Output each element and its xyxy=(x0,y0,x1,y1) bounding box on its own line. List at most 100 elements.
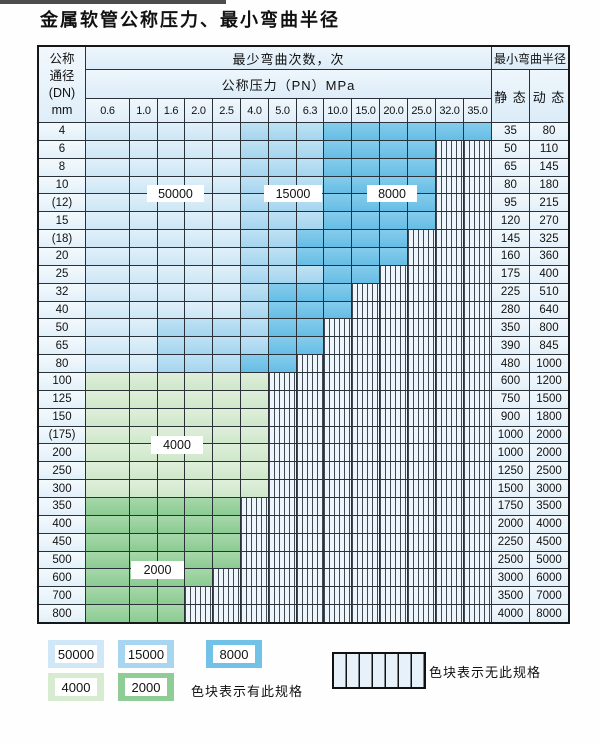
grid-cell-hx xyxy=(464,587,491,605)
grid-cell-hx xyxy=(269,444,296,462)
grid-cell-hx xyxy=(380,337,407,355)
dynamic-radius-cell: 145 xyxy=(530,158,568,176)
grid-cell-hx xyxy=(436,569,463,587)
grid-cell-c50 xyxy=(86,212,129,230)
header-dn-line3: (DN) xyxy=(48,85,76,100)
grid-cell-hx xyxy=(464,569,491,587)
grid-cell-hx xyxy=(464,283,491,301)
grid-cell-c8 xyxy=(324,248,351,265)
grid-cell-c15 xyxy=(241,319,268,337)
dynamic-radius-cell: 180 xyxy=(530,176,568,194)
grid-cell-c50 xyxy=(213,283,240,301)
grid-cell-c50 xyxy=(185,265,212,283)
scan-artifact-strip xyxy=(0,0,226,4)
grid-cell-c15 xyxy=(269,265,296,283)
grid-cell-c50 xyxy=(213,248,240,265)
dn-cell: 150 xyxy=(39,408,85,426)
grid-cell-hx xyxy=(269,408,296,426)
static-radius-cell: 175 xyxy=(492,265,529,283)
grid-cell-hx xyxy=(352,462,379,480)
grid-cell-hx xyxy=(464,498,491,515)
grid-cell-g2 xyxy=(130,498,157,515)
dynamic-radius-cell: 3500 xyxy=(530,498,568,515)
grid-cell-g2 xyxy=(86,533,129,551)
grid-cell-c50 xyxy=(213,230,240,248)
legend-no-spec-text: 色块表示无此规格 xyxy=(429,665,542,680)
grid-cell-c8 xyxy=(352,265,379,283)
grid-cell-c15 xyxy=(213,319,240,337)
grid-cell-c15 xyxy=(185,319,212,337)
grid-cell-c8 xyxy=(324,123,351,140)
grid-cell-hx xyxy=(352,283,379,301)
grid-cell-c15 xyxy=(241,283,268,301)
grid-cell-c50 xyxy=(158,123,184,140)
grid-cell-hx xyxy=(464,158,491,176)
dynamic-radius-cell: 7000 xyxy=(530,587,568,605)
grid-cell-hx xyxy=(324,569,351,587)
pressure-tick: 1.0 xyxy=(130,99,157,122)
grid-cell-hx xyxy=(436,265,463,283)
grid-cell-hx xyxy=(297,426,323,444)
grid-cell-g2 xyxy=(158,498,184,515)
grid-cell-c50 xyxy=(158,265,184,283)
dn-cell: 50 xyxy=(39,319,85,337)
pressure-tick: 20.0 xyxy=(380,99,407,122)
grid-cell-g4 xyxy=(241,390,268,408)
grid-cell-hx xyxy=(297,462,323,480)
grid-cell-hx xyxy=(380,480,407,498)
grid-cell-g4 xyxy=(185,408,212,426)
grid-cell-hx xyxy=(380,605,407,623)
grid-cell-hx xyxy=(269,605,296,623)
grid-cell-g4 xyxy=(158,390,184,408)
grid-cell-hx xyxy=(464,408,491,426)
grid-cell-c15 xyxy=(269,123,296,140)
grid-cell-c15 xyxy=(213,337,240,355)
grid-cell-hx xyxy=(464,605,491,623)
static-radius-cell: 80 xyxy=(492,176,529,194)
grid-cell-c50 xyxy=(213,158,240,176)
dn-cell: 700 xyxy=(39,587,85,605)
grid-cell-hx xyxy=(436,373,463,390)
dn-cell: (18) xyxy=(39,230,85,248)
dynamic-radius-cell: 1800 xyxy=(530,408,568,426)
grid-cell-g4 xyxy=(86,480,129,498)
grid-cell-g2 xyxy=(130,533,157,551)
grid-cell-c15 xyxy=(241,230,268,248)
pressure-table: 公称 通径 (DN) mm 最少弯曲次数，次 最小弯曲半径 公称压力（PN）MP… xyxy=(37,45,570,625)
dn-cell: 6 xyxy=(39,140,85,158)
grid-cell-c8 xyxy=(297,301,323,319)
grid-cell-hx xyxy=(408,551,435,569)
grid-cell-c8 xyxy=(269,355,296,373)
grid-cell-hx xyxy=(297,408,323,426)
grid-cell-hx xyxy=(297,605,323,623)
grid-cell-hx xyxy=(408,408,435,426)
grid-cell-c15 xyxy=(269,140,296,158)
grid-cell-hx xyxy=(269,426,296,444)
grid-cell-hx xyxy=(352,390,379,408)
dynamic-radius-cell: 640 xyxy=(530,301,568,319)
dynamic-radius-cell: 110 xyxy=(530,140,568,158)
grid-cell-c50 xyxy=(130,123,157,140)
header-dn-column: 公称 通径 (DN) mm xyxy=(39,47,85,122)
dn-cell: 800 xyxy=(39,605,85,623)
grid-cell-hx xyxy=(269,533,296,551)
grid-cell-c8 xyxy=(380,230,407,248)
grid-cell-c15 xyxy=(269,230,296,248)
grid-cell-c8 xyxy=(464,123,491,140)
pressure-tick: 2.5 xyxy=(213,99,240,122)
grid-cell-c8 xyxy=(408,212,435,230)
grid-cell-hx xyxy=(297,569,323,587)
grid-cell-g2 xyxy=(213,498,240,515)
grid-cell-g2 xyxy=(130,605,157,623)
dn-cell: 350 xyxy=(39,498,85,515)
grid-cell-hx xyxy=(297,480,323,498)
grid-cell-c50 xyxy=(86,301,129,319)
grid-cell-hx xyxy=(269,390,296,408)
grid-cell-g2 xyxy=(185,533,212,551)
grid-cell-hx xyxy=(436,140,463,158)
static-radius-cell: 95 xyxy=(492,194,529,212)
page-title: 金属软管公称压力、最小弯曲半径 xyxy=(40,10,340,31)
grid-cell-c8 xyxy=(324,230,351,248)
dn-cell: 32 xyxy=(39,283,85,301)
grid-cell-hx xyxy=(436,176,463,194)
